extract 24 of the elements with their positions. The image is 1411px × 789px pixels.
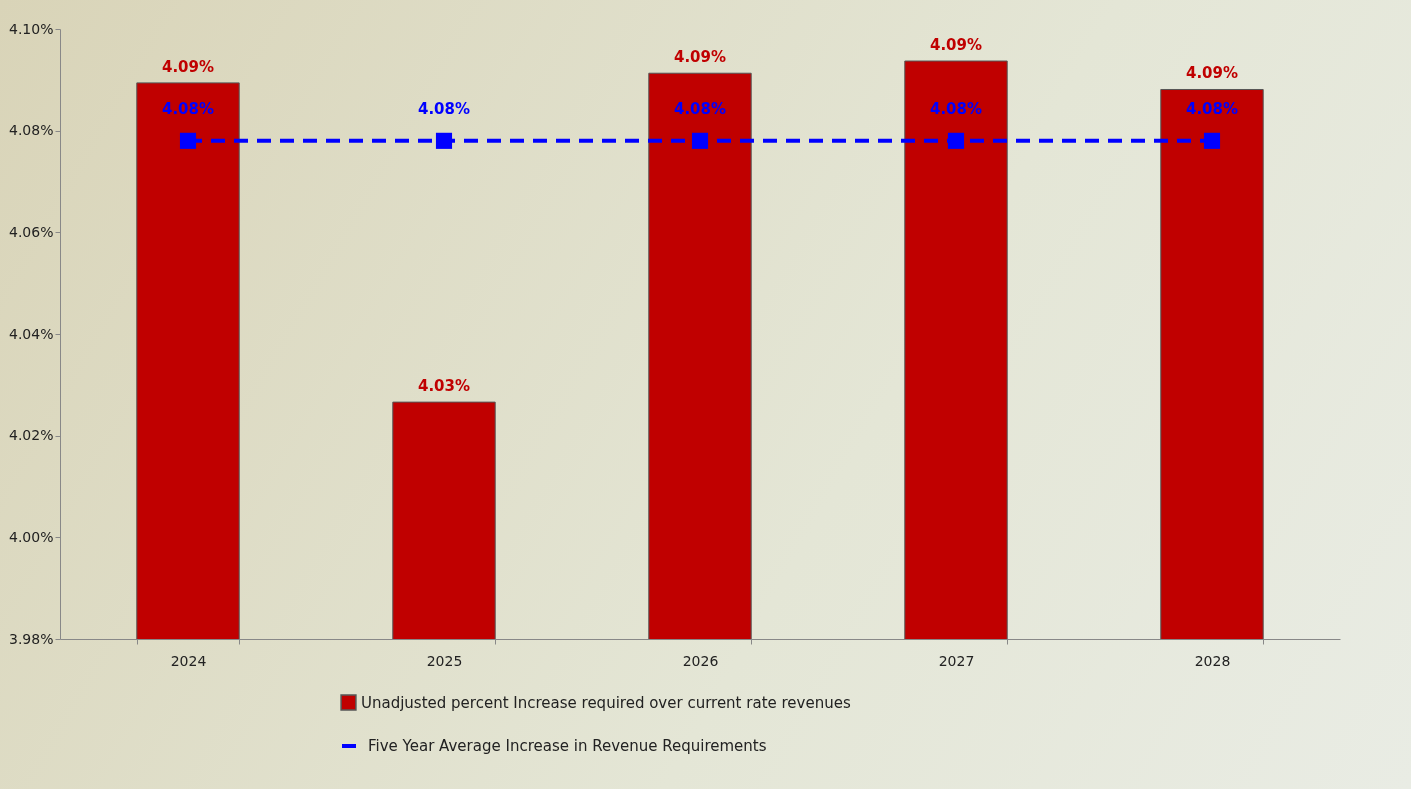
data-label: 4.08% [417, 99, 471, 118]
y-tick-label: 4.00% [9, 528, 54, 545]
data-label: 4.09% [1185, 64, 1239, 83]
data-label: 4.08% [929, 99, 983, 118]
x-tick-label: 2028 [1194, 652, 1231, 669]
y-tick-label: 4.02% [9, 427, 54, 444]
y-tick-label: 3.98% [9, 630, 54, 647]
x-tick-label: 2025 [426, 652, 463, 669]
y-tick-label: 4.04% [9, 325, 54, 342]
data-label: 4.03% [417, 377, 471, 396]
x-tick-label: 2027 [938, 652, 975, 669]
y-tick-label: 4.10% [9, 20, 54, 37]
data-label: 4.08% [161, 99, 215, 118]
legend-label: Five Year Average Increase in Revenue Requirements [368, 737, 767, 755]
x-tick-label: 2024 [170, 652, 207, 669]
x-tick-label: 2026 [682, 652, 719, 669]
data-label: 4.08% [1185, 99, 1239, 118]
data-label: 4.09% [161, 57, 215, 76]
data-label: 4.09% [929, 36, 983, 55]
legend-label: Unadjusted percent Increase required over current rate revenues [361, 693, 851, 712]
y-tick-label: 4.08% [9, 122, 54, 139]
data-label: 4.08% [673, 99, 727, 118]
data-label: 4.09% [673, 48, 727, 67]
y-tick-label: 4.06% [9, 223, 54, 240]
